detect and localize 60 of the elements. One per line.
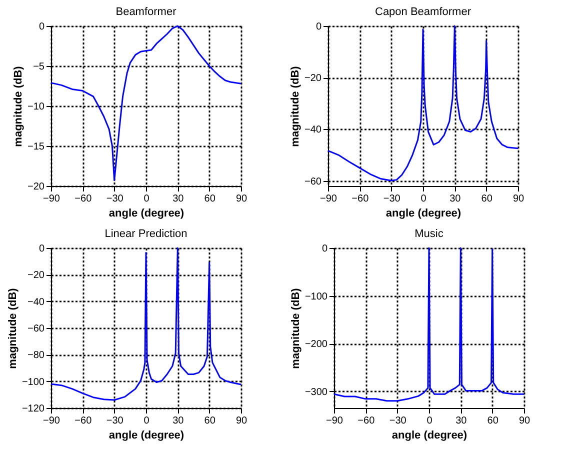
x-tick-label: −90 xyxy=(43,416,60,426)
x-axis-title: angle (degree) xyxy=(108,430,184,442)
y-tick-label: 0 xyxy=(38,244,45,254)
chart-title: Capon Beamformer xyxy=(375,6,472,18)
x-tick-label: −30 xyxy=(106,416,124,426)
x-tick-label: 30 xyxy=(172,194,184,204)
x-tick-label: 60 xyxy=(481,194,493,204)
y-tick-label: 0 xyxy=(316,22,322,32)
y-axis-title: magnitude (dB) xyxy=(290,66,302,147)
x-tick-label: −60 xyxy=(358,416,376,426)
y-tick-label: −60 xyxy=(304,176,322,188)
y-tick-label: −40 xyxy=(28,296,45,308)
x-tick-label: 60 xyxy=(487,416,499,426)
y-tick-label: −80 xyxy=(28,350,45,362)
x-tick-label: 0 xyxy=(426,416,433,426)
x-tick-label: 60 xyxy=(204,416,216,426)
x-axis-title: angle (degree) xyxy=(108,208,184,220)
x-tick-label: −60 xyxy=(352,194,370,204)
chart-title: Beamformer xyxy=(116,6,177,18)
x-tick-label: 30 xyxy=(172,416,184,426)
x-tick-label: −30 xyxy=(106,194,124,204)
y-tick-label: −60 xyxy=(28,324,45,334)
y-tick-label: −10 xyxy=(28,102,45,112)
chart-title: Linear Prediction xyxy=(104,228,188,240)
y-tick-label: −120 xyxy=(22,404,45,414)
x-tick-label: −90 xyxy=(320,194,338,204)
x-tick-label: 0 xyxy=(144,416,150,426)
x-tick-label: −30 xyxy=(383,194,401,204)
x-tick-label: 30 xyxy=(456,416,468,426)
y-axis-title: magnitude (dB) xyxy=(6,288,19,369)
x-tick-label: −90 xyxy=(326,416,344,426)
x-tick-label: 60 xyxy=(204,194,216,204)
x-tick-label: −90 xyxy=(43,194,60,204)
x-tick-label: −60 xyxy=(74,416,92,426)
y-tick-label: −20 xyxy=(304,73,322,84)
x-axis-title: angle (degree) xyxy=(386,208,462,220)
x-axis-title: angle (degree) xyxy=(392,430,468,442)
x-tick-label: 90 xyxy=(512,194,524,204)
y-tick-label: −15 xyxy=(28,142,45,152)
x-tick-label: 30 xyxy=(450,194,462,204)
y-tick-label: 0 xyxy=(322,244,328,254)
y-tick-label: −40 xyxy=(304,124,322,136)
y-tick-label: −300 xyxy=(304,386,328,398)
y-tick-label: −20 xyxy=(28,182,45,192)
y-tick-label: 0 xyxy=(38,22,45,32)
chart-title: Music xyxy=(414,228,444,240)
y-axis-title: magnitude (dB) xyxy=(12,66,25,147)
y-tick-label: −100 xyxy=(22,376,45,388)
x-tick-label: 90 xyxy=(236,416,248,426)
y-tick-label: −200 xyxy=(304,339,328,350)
x-tick-label: 90 xyxy=(236,194,248,204)
x-tick-label: 90 xyxy=(518,416,530,426)
y-axis-title: magnitude (dB) xyxy=(290,288,302,369)
x-tick-label: 0 xyxy=(144,194,150,204)
y-tick-label: −20 xyxy=(28,270,45,282)
y-tick-label: −5 xyxy=(33,62,45,72)
x-tick-label: −60 xyxy=(74,194,92,204)
x-tick-label: 0 xyxy=(420,194,427,204)
y-tick-label: −100 xyxy=(304,291,328,302)
x-tick-label: −30 xyxy=(389,416,407,426)
